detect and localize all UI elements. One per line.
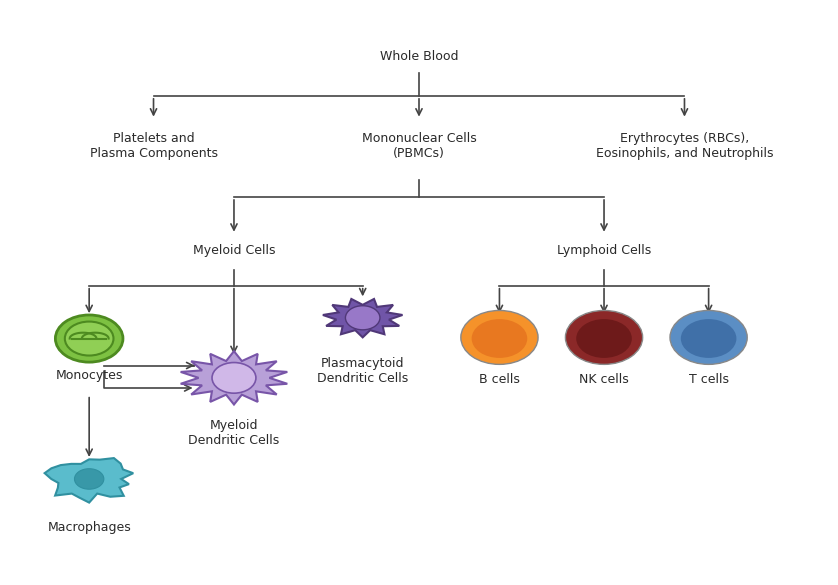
Text: Platelets and
Plasma Components: Platelets and Plasma Components [90,132,218,160]
Polygon shape [323,299,402,338]
Circle shape [212,363,256,393]
Text: Whole Blood: Whole Blood [380,50,458,63]
Circle shape [472,319,527,358]
Circle shape [670,311,747,364]
Text: Macrophages: Macrophages [47,521,131,534]
Text: Erythrocytes (RBCs),
Eosinophils, and Neutrophils: Erythrocytes (RBCs), Eosinophils, and Ne… [596,132,773,160]
Circle shape [345,306,380,330]
Text: Monocytes: Monocytes [55,370,123,383]
Polygon shape [44,458,133,503]
Text: Myeloid Cells: Myeloid Cells [193,244,275,257]
Text: B cells: B cells [479,373,520,386]
Text: Mononuclear Cells
(PBMCs): Mononuclear Cells (PBMCs) [362,132,476,160]
Text: Lymphoid Cells: Lymphoid Cells [557,244,651,257]
Text: T cells: T cells [689,373,728,386]
Text: Myeloid
Dendritic Cells: Myeloid Dendritic Cells [189,419,280,447]
Text: Plasmacytoid
Dendritic Cells: Plasmacytoid Dendritic Cells [317,357,408,385]
Circle shape [577,319,632,358]
Circle shape [75,469,104,489]
Polygon shape [181,351,287,404]
Circle shape [461,311,538,364]
Circle shape [65,322,113,356]
Text: NK cells: NK cells [579,373,628,386]
Circle shape [680,319,737,358]
Circle shape [566,311,643,364]
Circle shape [55,315,123,362]
